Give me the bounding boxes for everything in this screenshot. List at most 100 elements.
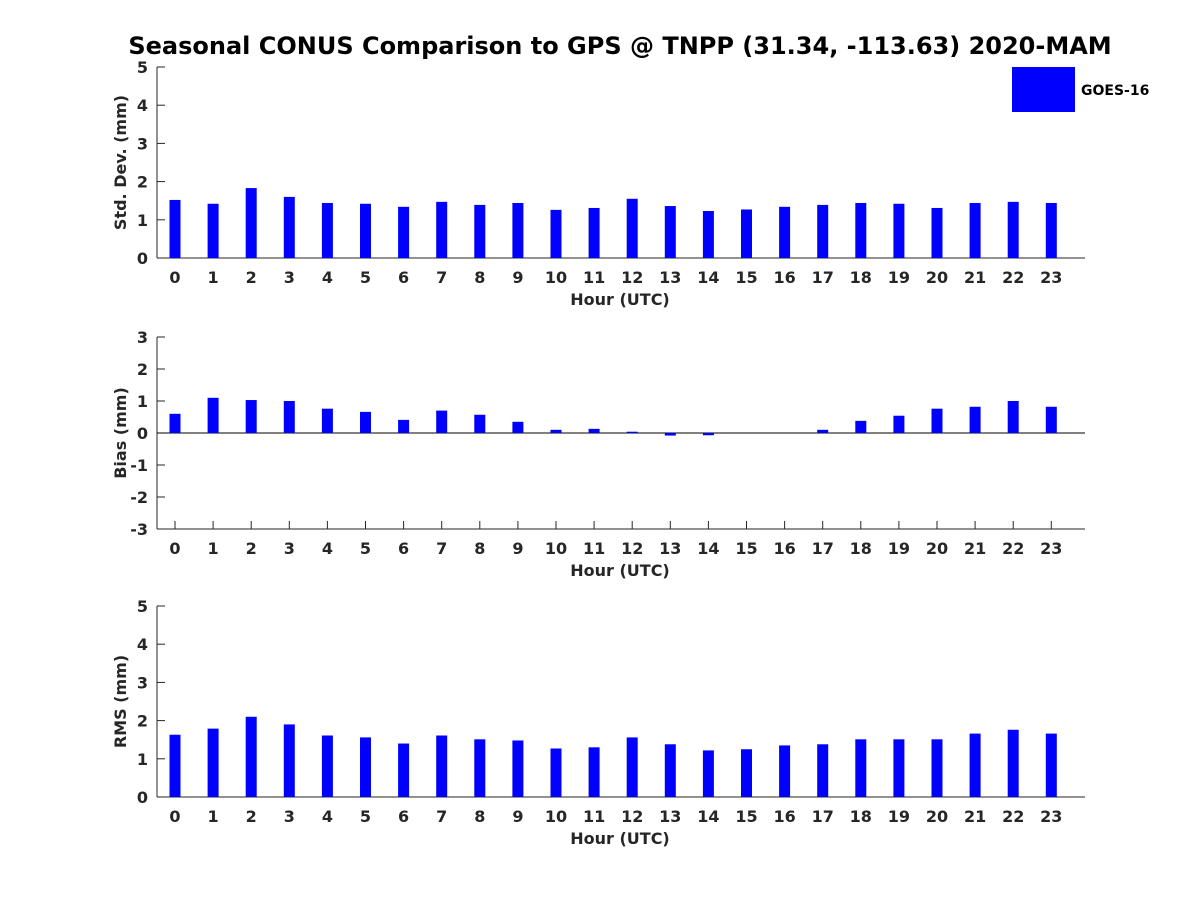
x-tick-label: 0: [169, 807, 180, 826]
bar-hour-0: [169, 413, 181, 433]
bar-hour-4: [321, 202, 333, 258]
x-tick-label: 7: [436, 268, 447, 287]
x-tick-label: 17: [812, 268, 834, 287]
bar-hour-23: [1045, 202, 1057, 258]
x-tick-label: 22: [1002, 539, 1024, 558]
bar-hour-11: [588, 428, 600, 433]
bar-hour-7: [436, 410, 448, 433]
x-tick-label: 21: [964, 268, 986, 287]
x-tick-label: 23: [1040, 539, 1062, 558]
y-tick-label: 5: [137, 58, 148, 77]
x-tick-label: 8: [474, 539, 485, 558]
y-tick-label: 0: [137, 249, 148, 268]
y-axis-label: Std. Dev. (mm): [111, 95, 130, 230]
x-tick-label: 0: [169, 268, 180, 287]
x-tick-label: 20: [926, 807, 948, 826]
bar-hour-21: [969, 733, 981, 797]
x-axis-label: Hour (UTC): [570, 561, 670, 580]
x-tick-label: 15: [735, 807, 757, 826]
bar-hour-16: [779, 206, 791, 258]
bar-hour-5: [360, 411, 371, 433]
bar-hour-8: [474, 414, 486, 433]
bar-hour-17: [817, 204, 829, 258]
bar-hour-9: [512, 202, 524, 258]
bar-hour-3: [283, 401, 295, 433]
x-tick-label: 7: [436, 807, 447, 826]
x-tick-label: 23: [1040, 807, 1062, 826]
bar-hour-23: [1045, 733, 1057, 797]
x-axis-label: Hour (UTC): [570, 829, 670, 848]
y-tick-label: 2: [137, 173, 148, 192]
bar-hour-1: [207, 728, 219, 797]
bar-hour-10: [550, 429, 562, 433]
bar-hour-17: [817, 429, 829, 433]
bar-hour-18: [855, 739, 867, 797]
x-tick-label: 10: [545, 807, 567, 826]
bar-hour-22: [1007, 401, 1019, 433]
y-tick-label: -2: [130, 488, 148, 507]
bar-hour-2: [245, 188, 257, 258]
x-tick-label: 6: [398, 268, 409, 287]
y-tick-label: -1: [130, 456, 148, 475]
bar-hour-20: [931, 739, 943, 797]
bar-hour-16: [779, 745, 791, 797]
bar-hour-20: [931, 207, 943, 258]
x-tick-label: 12: [621, 539, 643, 558]
bar-hour-8: [474, 204, 486, 258]
x-tick-label: 8: [474, 268, 485, 287]
x-tick-label: 1: [208, 268, 219, 287]
x-tick-label: 15: [735, 539, 757, 558]
x-tick-label: 4: [322, 807, 333, 826]
y-tick-label: 1: [137, 392, 148, 411]
bar-hour-17: [817, 744, 829, 797]
x-tick-label: 7: [436, 539, 447, 558]
x-tick-label: 22: [1002, 807, 1024, 826]
y-tick-label: 3: [137, 673, 148, 692]
y-tick-label: 3: [137, 134, 148, 153]
legend-swatch: [1012, 67, 1075, 112]
x-tick-label: 17: [812, 539, 834, 558]
bar-hour-0: [169, 734, 181, 797]
x-tick-label: 5: [360, 807, 371, 826]
x-tick-label: 23: [1040, 268, 1062, 287]
bar-hour-9: [512, 421, 524, 433]
x-tick-label: 0: [169, 539, 180, 558]
x-tick-label: 9: [512, 539, 523, 558]
legend: GOES-16: [1012, 67, 1149, 112]
y-tick-label: 1: [137, 211, 148, 230]
x-tick-label: 5: [360, 268, 371, 287]
bar-hour-18: [855, 202, 867, 258]
bar-hour-7: [436, 735, 448, 797]
bar-hour-12: [626, 737, 638, 797]
x-tick-label: 5: [360, 539, 371, 558]
x-tick-label: 4: [322, 268, 333, 287]
x-tick-label: 22: [1002, 268, 1024, 287]
bar-hour-7: [436, 201, 448, 258]
x-tick-label: 19: [888, 268, 910, 287]
legend-label: GOES-16: [1081, 83, 1149, 99]
x-tick-label: 11: [583, 807, 605, 826]
x-tick-label: 21: [964, 539, 986, 558]
bar-hour-22: [1007, 729, 1019, 797]
x-tick-label: 13: [659, 807, 681, 826]
x-tick-label: 12: [621, 807, 643, 826]
y-tick-label: -3: [130, 520, 148, 539]
bar-hour-0: [169, 199, 181, 258]
x-tick-label: 9: [512, 268, 523, 287]
x-tick-label: 2: [246, 807, 257, 826]
bar-hour-6: [398, 206, 410, 258]
bar-hour-18: [855, 420, 867, 433]
bar-hour-10: [550, 209, 562, 258]
x-tick-label: 1: [208, 539, 219, 558]
bar-hour-20: [931, 408, 943, 433]
bar-hour-9: [512, 740, 524, 797]
x-tick-label: 21: [964, 807, 986, 826]
x-tick-label: 16: [773, 539, 795, 558]
y-axis-label: Bias (mm): [111, 387, 130, 479]
bar-hour-3: [283, 196, 295, 258]
x-tick-label: 14: [697, 539, 719, 558]
x-tick-label: 20: [926, 539, 948, 558]
